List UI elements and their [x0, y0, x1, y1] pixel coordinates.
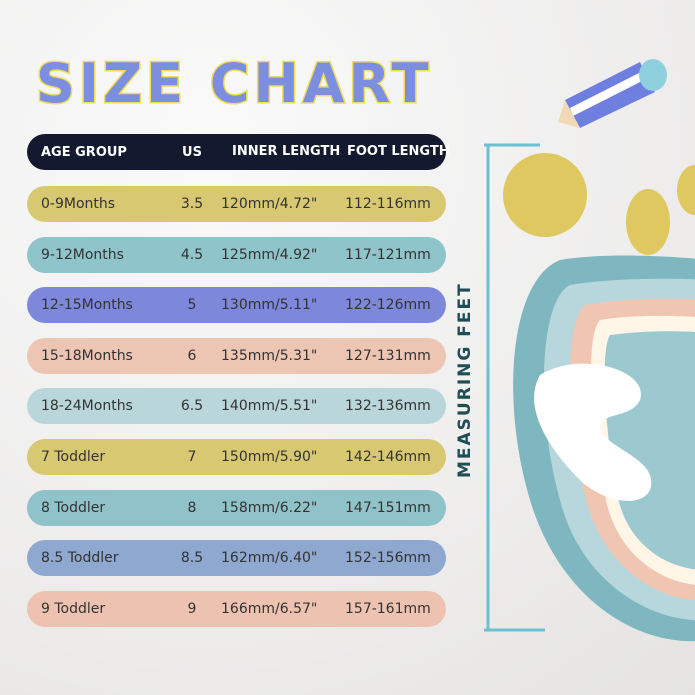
cell-us: 8	[187, 499, 197, 516]
header-age-group: AGE GROUP	[41, 144, 127, 160]
cell-us: 6.5	[180, 398, 204, 415]
cell-us: 5	[187, 297, 197, 314]
cell-inner-length: 150mm/5.90"	[221, 449, 318, 465]
cell-us: 3.5	[180, 196, 204, 212]
measuring-feet-label: MEASURING FEET	[455, 282, 475, 478]
cell-inner-length: 130mm/5.11"	[221, 297, 318, 314]
cell-age-group: 8 Toddler	[41, 499, 106, 516]
pencil-icon	[558, 59, 667, 128]
cell-foot-length: 127-131mm	[345, 347, 431, 364]
cell-us: 8.5	[180, 550, 204, 567]
table-row: 12-15Months 5 130mm/5.11" 122-126mm	[27, 287, 446, 324]
header-us: US	[182, 144, 202, 160]
table-row: 8.5 Toddler 8.5 162mm/6.40" 152-156mm	[27, 540, 446, 577]
table-row: 9-12Months 4.5 125mm/4.92" 117-121mm	[27, 236, 446, 273]
table-row: 8 Toddler 8 158mm/6.22" 147-151mm	[27, 489, 446, 526]
cell-foot-length: 152-156mm	[345, 550, 431, 567]
cell-age-group: 7 Toddler	[41, 449, 106, 465]
cell-inner-length: 120mm/4.72"	[221, 196, 318, 212]
header-inner-length: INNER LENGTH	[232, 144, 341, 159]
table-row: 15-18Months 6 135mm/5.31" 127-131mm	[27, 337, 446, 374]
cell-foot-length: 117-121mm	[345, 246, 431, 263]
table-row: 7 Toddler 7 150mm/5.90" 142-146mm	[27, 439, 446, 475]
cell-inner-length: 158mm/6.22"	[221, 499, 318, 516]
cell-foot-length: 142-146mm	[345, 449, 431, 465]
table-row: 0-9Months 3.5 120mm/4.72" 112-116mm	[27, 186, 446, 222]
header-foot-length: FOOT LENGTH	[347, 144, 450, 159]
cell-foot-length: 132-136mm	[345, 398, 431, 415]
cell-age-group: 8.5 Toddler	[41, 550, 119, 567]
cell-foot-length: 112-116mm	[345, 196, 431, 212]
cell-us: 4.5	[180, 246, 204, 263]
cell-inner-length: 162mm/6.40"	[221, 550, 318, 567]
cell-age-group: 18-24Months	[41, 398, 133, 415]
cell-inner-length: 135mm/5.31"	[221, 347, 318, 364]
table-row: 18-24Months 6.5 140mm/5.51" 132-136mm	[27, 388, 446, 425]
cell-foot-length: 122-126mm	[345, 297, 431, 314]
cell-inner-length: 125mm/4.92"	[221, 246, 318, 263]
cell-foot-length: 147-151mm	[345, 499, 431, 516]
cell-us: 7	[187, 449, 197, 465]
cell-inner-length: 166mm/6.57"	[221, 600, 318, 617]
table-header: AGE GROUP US INNER LENGTH FOOT LENGTH	[27, 134, 450, 170]
cell-age-group: 0-9Months	[41, 196, 116, 212]
cell-foot-length: 157-161mm	[345, 600, 431, 617]
table-row: 9 Toddler 9 166mm/6.57" 157-161mm	[27, 590, 446, 627]
cell-age-group: 9 Toddler	[41, 600, 106, 617]
cell-age-group: 9-12Months	[41, 246, 124, 263]
cell-us: 6	[187, 347, 197, 364]
cell-age-group: 12-15Months	[41, 297, 133, 314]
cell-us: 9	[187, 600, 197, 617]
cell-inner-length: 140mm/5.51"	[221, 398, 318, 415]
page-title: SIZE CHART	[34, 51, 433, 117]
cell-age-group: 15-18Months	[41, 347, 133, 364]
